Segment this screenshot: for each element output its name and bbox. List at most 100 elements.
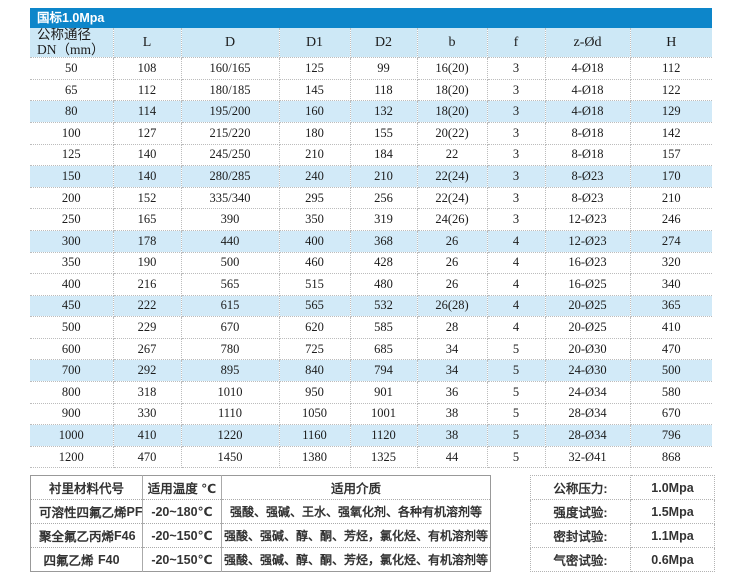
- table-cell: 460: [278, 251, 351, 275]
- table-cell: 28-Ø34: [544, 402, 631, 426]
- table-cell: 5: [486, 381, 546, 404]
- table-cell: 38: [416, 424, 488, 447]
- table-cell: 28: [416, 316, 488, 339]
- table-row: 250 165 390 350 319 24(26) 3 12-Ø23 246: [30, 208, 712, 231]
- table-cell: 22: [416, 143, 488, 167]
- material-table-body: 衬里材料代号 适用温度 ℃ 适用介质 可溶性四氟乙烯PFA-20~180℃强酸、…: [30, 475, 491, 572]
- table-cell: 400: [278, 229, 351, 253]
- table-cell: 34: [416, 359, 488, 383]
- table-cell: 180/185: [180, 78, 280, 102]
- table-row: 900 330 1110 1050 1001 38 5 28-Ø34 670: [30, 402, 712, 426]
- table-row: 125 140 245/250 210 184 22 3 8-Ø18 157: [30, 143, 712, 167]
- table-cell: 1000: [30, 424, 114, 447]
- material-code-header: 衬里材料代号: [48, 482, 124, 496]
- table-cell: 700: [30, 359, 114, 383]
- table-cell: 868: [629, 445, 712, 469]
- table-cell: 112: [629, 57, 712, 80]
- table-cell: 38: [416, 402, 488, 426]
- temperature-cell: -20~150℃: [142, 523, 222, 548]
- pressure-label: 强度试验:: [530, 499, 631, 524]
- table-cell: 670: [629, 402, 712, 426]
- table-cell: 34: [416, 337, 488, 361]
- table-cell: 515: [278, 273, 351, 296]
- table-cell: 36: [416, 381, 488, 404]
- table-cell: 1325: [349, 445, 418, 469]
- table-cell: 3: [486, 78, 546, 102]
- table-cell: 24(26): [416, 208, 488, 231]
- table-cell: 222: [112, 294, 182, 318]
- table-row: 1200 470 1450 1380 1325 44 5 32-Ø41 868: [30, 445, 712, 469]
- pressure-label: 公称压力:: [530, 475, 631, 500]
- table-cell: 80: [30, 100, 114, 123]
- table-cell: 794: [349, 359, 418, 383]
- table-cell: 4: [486, 251, 546, 275]
- pressure-row: 强度试验: 1.5Mpa: [530, 499, 715, 524]
- table-row: 50 108 160/165 125 99 16(20) 3 4-Ø18 112: [30, 57, 712, 80]
- material-name-wrap: 可溶性四氟乙烯PFA: [31, 502, 143, 521]
- spec-table-body: 50 108 160/165 125 99 16(20) 3 4-Ø18 112 65 112 180…: [30, 57, 712, 469]
- pressure-value: 0.6Mpa: [630, 547, 715, 572]
- table-cell: 50: [30, 57, 114, 80]
- material-name-wrap: 四氟乙烯 F40: [31, 550, 142, 569]
- table-cell: 1050: [278, 402, 351, 426]
- table-cell: 4-Ø18: [544, 78, 631, 102]
- table-cell: 28-Ø34: [544, 424, 631, 447]
- table-cell: 12-Ø23: [544, 208, 631, 231]
- table-cell: 127: [112, 121, 182, 145]
- table-cell: 8-Ø18: [544, 143, 631, 167]
- table-cell: 1450: [180, 445, 280, 469]
- pressure-label: 密封试验:: [530, 523, 631, 548]
- table-cell: 20-Ø25: [544, 316, 631, 339]
- table-cell: 145: [278, 78, 351, 102]
- table-cell: 4: [486, 229, 546, 253]
- table-cell: 670: [180, 316, 280, 339]
- table-cell: 480: [349, 273, 418, 296]
- dn-header-line2: DN（mm）: [37, 41, 105, 57]
- table-cell: 900: [30, 402, 114, 426]
- column-header: L: [112, 28, 182, 59]
- table-cell: 190: [112, 251, 182, 275]
- table-cell: 118: [349, 78, 418, 102]
- media-cell: 强酸、强碱、醇、酮、芳烃，氯化烃、有机溶剂等: [221, 523, 491, 548]
- column-header: D: [180, 28, 280, 59]
- table-cell: 600: [30, 337, 114, 361]
- table-cell: 4: [486, 316, 546, 339]
- table-cell: 170: [629, 165, 712, 188]
- table-cell: 440: [180, 229, 280, 253]
- table-cell: 3: [486, 208, 546, 231]
- table-cell: 24-Ø34: [544, 381, 631, 404]
- table-cell: 580: [629, 381, 712, 404]
- table-cell: 178: [112, 229, 182, 253]
- table-cell: 585: [349, 316, 418, 339]
- pressure-row: 气密试验: 0.6Mpa: [530, 547, 715, 572]
- table-cell: 246: [629, 208, 712, 231]
- table-cell: 160: [278, 100, 351, 123]
- table-cell: 292: [112, 359, 182, 383]
- table-cell: 320: [629, 251, 712, 275]
- table-cell: 108: [112, 57, 182, 80]
- table-cell: 200: [30, 186, 114, 210]
- table-cell: 410: [112, 424, 182, 447]
- pressure-value: 1.0Mpa: [630, 475, 715, 500]
- material-name-cell: 四氟乙烯 F40: [30, 547, 143, 572]
- pressure-label: 气密试验:: [530, 547, 631, 572]
- table-cell: 20-Ø25: [544, 294, 631, 318]
- pressure-value: 1.5Mpa: [630, 499, 715, 524]
- table-cell: 184: [349, 143, 418, 167]
- table-cell: 615: [180, 294, 280, 318]
- table-cell: 99: [349, 57, 418, 80]
- table-cell: 330: [112, 402, 182, 426]
- table-cell: 3: [486, 100, 546, 123]
- table-cell: 125: [278, 57, 351, 80]
- table-title-bar: 国标1.0Mpa: [30, 8, 712, 28]
- table-cell: 620: [278, 316, 351, 339]
- column-header: D1: [278, 28, 351, 59]
- table-cell: 180: [278, 121, 351, 145]
- temperature-cell: -20~150℃: [142, 547, 222, 572]
- table-cell: 274: [629, 229, 712, 253]
- pressure-row: 密封试验: 1.1Mpa: [530, 523, 715, 548]
- table-cell: 350: [278, 208, 351, 231]
- spec-section: 国标1.0Mpa 公称通径 DN（mm） L D D1 D2 b f z-Ød H 50 108…: [30, 8, 712, 469]
- table-cell: 895: [180, 359, 280, 383]
- material-code: PFA: [126, 504, 143, 519]
